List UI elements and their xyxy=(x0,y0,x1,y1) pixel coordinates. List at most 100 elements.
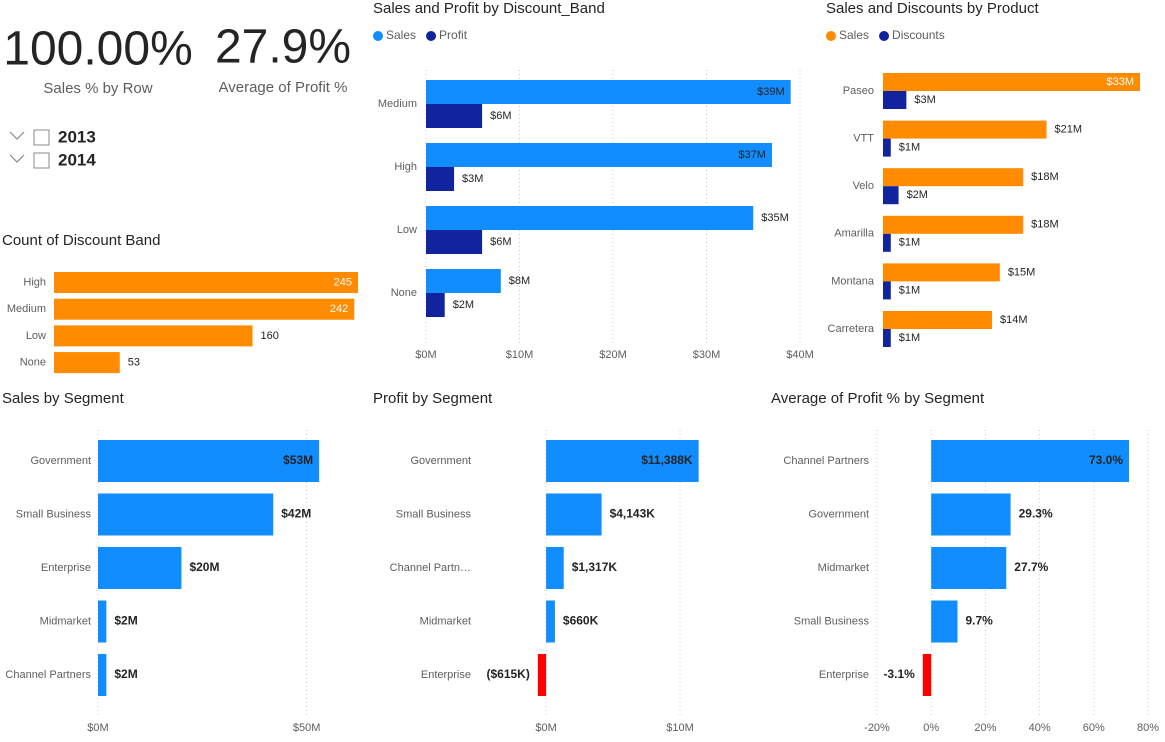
slicer: 2013 2014 xyxy=(9,127,96,169)
data-label: $37M xyxy=(738,149,766,161)
kpi-label: Average of Profit % xyxy=(219,79,348,96)
chart-title: Sales by Segment xyxy=(2,390,125,407)
data-label: $660K xyxy=(563,614,599,628)
legend-label: Sales xyxy=(839,28,869,42)
bar xyxy=(426,143,772,167)
kpi-value: 27.9% xyxy=(215,21,351,74)
data-label: $53M xyxy=(283,453,313,467)
category-label: Government xyxy=(410,455,471,467)
chart-title: Count of Discount Band xyxy=(2,232,160,249)
bar xyxy=(98,493,274,536)
bar xyxy=(98,547,182,589)
x-tick-label: $0M xyxy=(415,349,436,361)
bar xyxy=(54,272,358,293)
category-label: Medium xyxy=(7,303,46,315)
data-label: $20M xyxy=(189,560,219,574)
bar xyxy=(883,91,907,109)
category-label: High xyxy=(394,161,417,173)
data-label: $6M xyxy=(490,110,511,122)
x-tick-label: 80% xyxy=(1137,722,1159,734)
x-tick-label: $20M xyxy=(599,349,627,361)
bar xyxy=(54,352,120,374)
category-label: None xyxy=(391,287,417,299)
data-label: $2M xyxy=(907,189,928,201)
data-label: 27.7% xyxy=(1014,560,1048,574)
bar xyxy=(546,440,699,482)
category-label: Channel Partners xyxy=(5,669,91,681)
category-label: Midmarket xyxy=(818,562,869,574)
data-label: $3M xyxy=(462,173,483,185)
data-label: $42M xyxy=(281,507,311,521)
chart-title: Profit by Segment xyxy=(373,390,493,407)
data-label: $2M xyxy=(114,667,137,681)
data-label: $35M xyxy=(761,212,789,224)
bar xyxy=(426,230,483,254)
category-label: Government xyxy=(30,455,91,467)
x-tick-label: 40% xyxy=(1029,722,1051,734)
expand-chevron[interactable] xyxy=(9,131,25,140)
data-label: 73.0% xyxy=(1089,453,1123,467)
category-label: Midmarket xyxy=(420,615,471,627)
data-label: $1M xyxy=(899,332,920,344)
bar xyxy=(546,600,555,643)
category-label: High xyxy=(23,276,46,288)
data-label: $18M xyxy=(1031,219,1059,231)
category-label: Government xyxy=(808,508,869,520)
bar xyxy=(883,168,1024,187)
category-label: None xyxy=(20,357,46,369)
slicer-item[interactable]: 2013 xyxy=(58,127,96,146)
category-label: Channel Partn… xyxy=(390,562,471,574)
bar xyxy=(931,547,1007,589)
data-label: $3M xyxy=(914,94,935,106)
checkbox[interactable] xyxy=(33,129,50,146)
category-label: Channel Partners xyxy=(783,455,869,467)
x-tick-label: $50M xyxy=(293,722,321,734)
kpi-value: 100.00% xyxy=(3,23,193,76)
x-tick-label: $10M xyxy=(666,722,694,734)
bar xyxy=(883,73,1140,91)
bar xyxy=(426,269,501,293)
bar xyxy=(931,493,1011,536)
x-tick-label: $30M xyxy=(693,349,721,361)
bar xyxy=(426,167,455,191)
data-label: $15M xyxy=(1008,266,1036,278)
data-label: $8M xyxy=(509,275,530,287)
data-label: $1M xyxy=(899,142,920,154)
bar xyxy=(426,104,483,128)
bar xyxy=(537,654,547,696)
bar xyxy=(54,298,355,320)
checkbox[interactable] xyxy=(33,152,50,169)
legend-label: Sales xyxy=(386,28,416,42)
bar xyxy=(546,493,602,536)
legend-marker xyxy=(426,31,437,41)
data-label: $1M xyxy=(899,284,920,296)
x-tick-label: 60% xyxy=(1083,722,1105,734)
category-label: Small Business xyxy=(16,508,92,520)
data-label: $18M xyxy=(1031,171,1059,183)
data-label: 9.7% xyxy=(965,614,993,628)
data-label: $2M xyxy=(453,299,474,311)
bar xyxy=(883,138,891,157)
category-label: Small Business xyxy=(794,615,870,627)
bar xyxy=(883,215,1024,234)
category-label: Medium xyxy=(378,98,417,110)
bar xyxy=(931,440,1130,482)
x-tick-label: 20% xyxy=(974,722,996,734)
category-label: Velo xyxy=(853,180,874,192)
legend-marker xyxy=(826,31,836,41)
data-label: 29.3% xyxy=(1019,507,1053,521)
category-label: Enterprise xyxy=(421,669,471,681)
category-label: Enterprise xyxy=(41,562,91,574)
bar xyxy=(883,233,891,252)
expand-chevron[interactable] xyxy=(9,154,25,163)
data-label: $14M xyxy=(1000,314,1028,326)
slicer-item[interactable]: 2014 xyxy=(58,150,96,169)
x-tick-label: $0M xyxy=(87,722,108,734)
bar xyxy=(54,325,253,347)
bar xyxy=(922,654,932,696)
chart-title: Sales and Profit by Discount_Band xyxy=(373,0,605,17)
bar xyxy=(883,263,1000,282)
data-label: $6M xyxy=(490,236,511,248)
bar xyxy=(883,311,993,329)
